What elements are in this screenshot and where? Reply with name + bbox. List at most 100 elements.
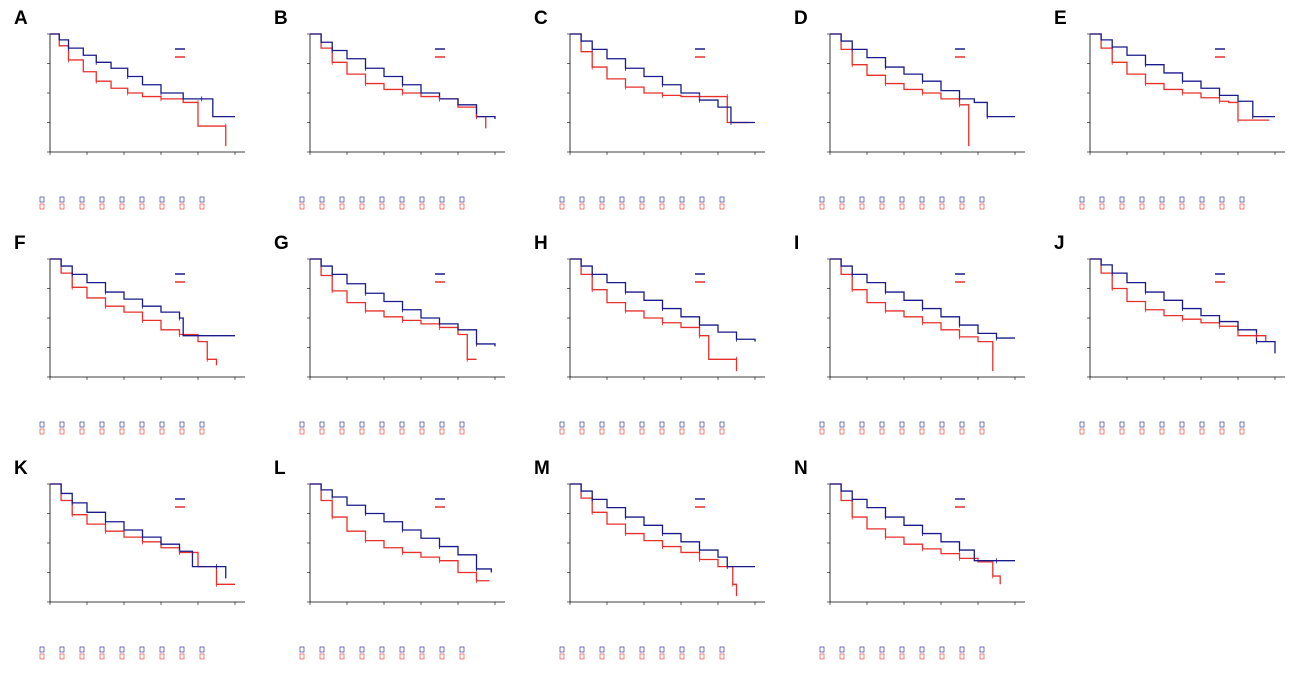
low-expression-curve <box>310 33 487 129</box>
at-risk-high-mark <box>819 646 825 653</box>
at-risk-high-mark <box>179 196 185 203</box>
at-risk-high-mark <box>419 646 425 653</box>
at-risk-high-mark <box>179 421 185 428</box>
at-risk-low-mark <box>859 428 865 435</box>
at-risk-high-mark <box>59 196 65 203</box>
at-risk-high-mark <box>1079 196 1085 203</box>
at-risk-low-mark <box>399 203 405 210</box>
km-panel-e: E <box>1050 8 1308 224</box>
at-risk-low-mark <box>599 653 605 660</box>
at-risk-high-mark <box>559 421 565 428</box>
panel-letter: H <box>534 233 548 254</box>
high-expression-curve <box>310 258 496 347</box>
panel-letter: G <box>274 233 289 254</box>
at-risk-high-mark <box>619 646 625 653</box>
at-risk-high-mark <box>59 421 65 428</box>
at-risk-low-mark <box>959 428 965 435</box>
at-risk-high-mark <box>319 421 325 428</box>
at-risk-high-mark <box>919 421 925 428</box>
at-risk-high-mark <box>59 646 65 653</box>
at-risk-low-mark <box>99 428 105 435</box>
at-risk-high-mark <box>959 646 965 653</box>
at-risk-high-mark <box>679 646 685 653</box>
at-risk-high-mark <box>959 196 965 203</box>
at-risk-high-mark <box>79 196 85 203</box>
panel-letter: N <box>794 458 808 479</box>
at-risk-high-mark <box>39 196 45 203</box>
at-risk-low-mark <box>199 653 205 660</box>
at-risk-low-mark <box>379 428 385 435</box>
km-plot <box>819 483 1025 660</box>
at-risk-high-mark <box>39 421 45 428</box>
at-risk-low-mark <box>559 428 565 435</box>
at-risk-low-mark <box>719 203 725 210</box>
at-risk-low-mark <box>699 653 705 660</box>
high-expression-curve <box>830 33 1015 118</box>
at-risk-low-mark <box>1079 428 1085 435</box>
at-risk-high-mark <box>119 421 125 428</box>
at-risk-low-mark <box>699 203 705 210</box>
km-panel-c: C <box>530 8 788 224</box>
km-panel-n: N <box>790 458 1048 674</box>
at-risk-high-mark <box>899 421 905 428</box>
at-risk-high-mark <box>119 196 125 203</box>
at-risk-low-mark <box>359 428 365 435</box>
at-risk-high-mark <box>979 646 985 653</box>
at-risk-low-mark <box>159 203 165 210</box>
kaplan-meier-figure: A B C D E F G H I J K L M N <box>10 8 1308 660</box>
low-expression-curve <box>310 258 477 360</box>
at-risk-low-mark <box>1219 428 1225 435</box>
at-risk-high-mark <box>1239 196 1245 203</box>
at-risk-low-mark <box>979 203 985 210</box>
at-risk-high-mark <box>1099 196 1105 203</box>
low-expression-curve <box>570 483 738 597</box>
at-risk-low-mark <box>879 428 885 435</box>
at-risk-low-mark <box>599 203 605 210</box>
at-risk-high-mark <box>1119 196 1125 203</box>
at-risk-high-mark <box>639 646 645 653</box>
at-risk-low-mark <box>959 203 965 210</box>
at-risk-high-mark <box>959 421 965 428</box>
km-panel-f: F <box>10 233 268 449</box>
at-risk-high-mark <box>299 196 305 203</box>
km-plot <box>39 483 245 660</box>
km-panel-i: I <box>790 233 1048 449</box>
at-risk-low-mark <box>419 203 425 210</box>
km-plot <box>559 258 765 435</box>
at-risk-high-mark <box>939 421 945 428</box>
at-risk-high-mark <box>299 421 305 428</box>
at-risk-high-mark <box>679 196 685 203</box>
at-risk-high-mark <box>339 196 345 203</box>
low-expression-curve <box>50 483 235 585</box>
at-risk-low-mark <box>459 203 465 210</box>
at-risk-low-mark <box>199 428 205 435</box>
at-risk-low-mark <box>1139 203 1145 210</box>
at-risk-high-mark <box>719 421 725 428</box>
high-expression-curve <box>50 483 227 579</box>
at-risk-low-mark <box>979 428 985 435</box>
at-risk-high-mark <box>359 196 365 203</box>
at-risk-low-mark <box>139 653 145 660</box>
at-risk-low-mark <box>619 653 625 660</box>
at-risk-high-mark <box>39 646 45 653</box>
panel-letter: L <box>274 458 286 479</box>
high-expression-curve <box>830 483 1015 562</box>
at-risk-high-mark <box>859 421 865 428</box>
at-risk-high-mark <box>699 196 705 203</box>
at-risk-high-mark <box>979 421 985 428</box>
at-risk-high-mark <box>619 421 625 428</box>
at-risk-high-mark <box>339 421 345 428</box>
at-risk-high-mark <box>419 421 425 428</box>
at-risk-high-mark <box>1139 421 1145 428</box>
low-expression-curve <box>830 258 994 372</box>
high-expression-curve <box>570 33 755 124</box>
km-panel-m: M <box>530 458 788 674</box>
at-risk-high-mark <box>459 421 465 428</box>
at-risk-high-mark <box>159 196 165 203</box>
at-risk-low-mark <box>399 653 405 660</box>
at-risk-high-mark <box>199 646 205 653</box>
high-expression-curve <box>310 33 496 119</box>
at-risk-low-mark <box>839 653 845 660</box>
at-risk-low-mark <box>839 203 845 210</box>
at-risk-high-mark <box>579 646 585 653</box>
